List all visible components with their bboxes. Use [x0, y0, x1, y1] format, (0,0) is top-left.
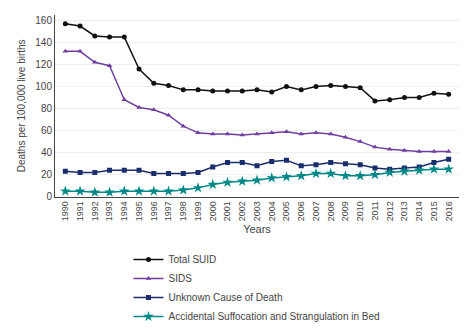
svg-text:1995: 1995	[134, 201, 144, 221]
svg-text:2001: 2001	[222, 201, 232, 221]
svg-text:1999: 1999	[193, 201, 203, 221]
svg-text:2010: 2010	[355, 201, 365, 221]
svg-text:40: 40	[41, 147, 53, 158]
svg-text:2015: 2015	[429, 201, 439, 221]
svg-text:2003: 2003	[252, 201, 262, 221]
svg-text:80: 80	[41, 103, 53, 114]
svg-text:1997: 1997	[163, 201, 173, 221]
svg-text:2000: 2000	[208, 201, 218, 221]
svg-text:1992: 1992	[90, 201, 100, 221]
svg-text:Accidental Suffocation and Str: Accidental Suffocation and Strangulation…	[169, 311, 380, 322]
svg-text:1994: 1994	[119, 201, 129, 221]
svg-text:Years: Years	[243, 223, 271, 235]
svg-text:1998: 1998	[178, 201, 188, 221]
svg-text:2005: 2005	[281, 201, 291, 221]
svg-text:2009: 2009	[340, 201, 350, 221]
svg-text:1991: 1991	[75, 201, 85, 221]
svg-text:2014: 2014	[414, 201, 424, 221]
svg-text:0: 0	[46, 191, 52, 202]
svg-text:2006: 2006	[296, 201, 306, 221]
svg-text:2002: 2002	[237, 201, 247, 221]
svg-text:120: 120	[35, 59, 52, 70]
svg-text:20: 20	[41, 169, 53, 180]
svg-text:1993: 1993	[104, 201, 114, 221]
svg-text:1990: 1990	[60, 201, 70, 221]
svg-text:140: 140	[35, 37, 52, 48]
svg-text:2013: 2013	[399, 201, 409, 221]
svg-text:Deaths per 100,000 live births: Deaths per 100,000 live births	[16, 39, 27, 172]
svg-text:Unknown Cause of Death: Unknown Cause of Death	[169, 292, 283, 303]
svg-text:2004: 2004	[267, 201, 277, 221]
svg-text:2012: 2012	[385, 201, 395, 221]
svg-text:2008: 2008	[326, 201, 336, 221]
svg-text:Total SUID: Total SUID	[169, 254, 217, 265]
svg-text:60: 60	[41, 125, 53, 136]
svg-text:2016: 2016	[444, 201, 454, 221]
svg-text:160: 160	[35, 15, 52, 26]
svg-text:1996: 1996	[149, 201, 159, 221]
svg-text:SIDS: SIDS	[169, 273, 193, 284]
svg-text:2011: 2011	[370, 201, 380, 220]
svg-text:2007: 2007	[311, 201, 321, 221]
svg-text:100: 100	[35, 81, 52, 92]
